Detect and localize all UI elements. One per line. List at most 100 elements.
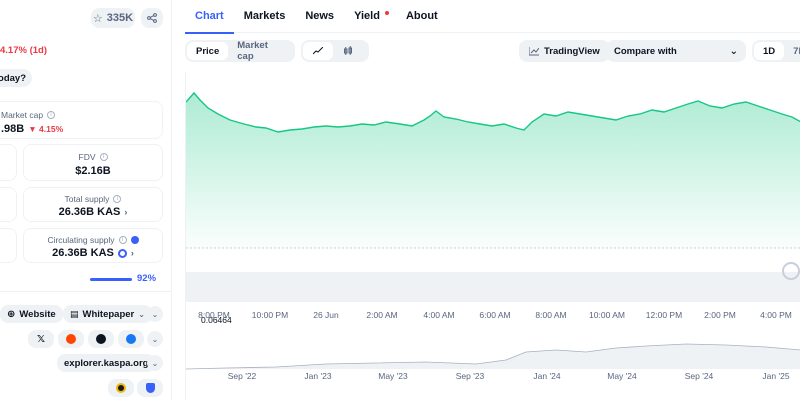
overview-tick-label: May '23 — [378, 371, 408, 381]
price-mode-button[interactable]: Price — [187, 42, 229, 60]
circulating-supply-label: Circulating supply — [47, 235, 115, 245]
range-7d-button[interactable]: 7D — [793, 45, 800, 57]
overview-tick-label: Sep '23 — [455, 371, 485, 381]
info-icon[interactable]: i — [118, 236, 127, 244]
share-icon — [147, 13, 157, 23]
market-cap-card: Market cap i .98B ▼ 4.15% — [0, 101, 163, 139]
divider — [0, 291, 171, 292]
info-icon[interactable]: i — [47, 111, 56, 119]
volume-bars — [186, 272, 800, 302]
chevron-down-icon: ⌄ — [729, 45, 738, 57]
time-range-toggle: 1D 7D — [752, 40, 800, 62]
cmc-watermark-icon — [782, 262, 800, 280]
tab-chart[interactable]: Chart — [185, 0, 234, 34]
wallet-icon — [116, 383, 126, 393]
tradingview-label: TradingView — [544, 45, 600, 57]
reference-price-label: 0.06464 — [201, 315, 232, 325]
whitepaper-label: Whitepaper — [82, 308, 135, 320]
website-link[interactable]: ⊕ Website — [0, 305, 63, 323]
overview-tick-label: Sep '22 — [227, 371, 257, 381]
candlestick-icon — [344, 46, 352, 55]
x-icon: 𝕏 — [36, 333, 46, 345]
market-cap-change: ▼ 4.15% — [28, 124, 64, 134]
verified-icon — [130, 236, 139, 244]
supply-ring-icon — [117, 248, 127, 258]
globe-icon: ⊕ — [7, 308, 16, 320]
watchlist-count: 335K — [106, 12, 134, 24]
facebook-social-button[interactable] — [118, 330, 144, 348]
x-tick-label: 8:00 PM — [198, 310, 230, 320]
volume-mcap-card — [0, 228, 17, 263]
supply-progress-percent: 92% — [137, 273, 157, 284]
fdv-label: FDV — [78, 152, 96, 162]
volume-card — [0, 144, 17, 181]
compare-with-select[interactable]: Compare with ⌄ — [606, 40, 746, 62]
overview-tick-label: Sep '24 — [684, 371, 714, 381]
coin-sidebar: ☆ 335K 4.17% (1d) today? Market cap i .9… — [0, 0, 172, 400]
price-chart-svg — [185, 91, 800, 370]
new-badge-dot — [384, 11, 389, 15]
share-button[interactable] — [141, 8, 163, 28]
max-supply-card — [0, 187, 17, 222]
x-tick-label: 12:00 PM — [645, 310, 683, 320]
chart-style-toggle — [301, 40, 369, 62]
line-chart-button[interactable] — [303, 42, 333, 60]
more-explorers-button[interactable]: ⌄ — [147, 355, 163, 371]
chart-mode-toggle: Price Market cap — [185, 40, 295, 62]
overview-tick-label: May '24 — [607, 371, 637, 381]
github-icon — [96, 334, 106, 344]
x-tick-label: 2:00 AM — [366, 310, 398, 320]
overview-line — [185, 343, 800, 370]
star-icon: ☆ — [92, 12, 103, 25]
market-cap-mode-button[interactable]: Market cap — [237, 40, 268, 62]
fdv-value: $2.16B — [75, 165, 111, 177]
fdv-card: FDV i $2.16B — [23, 144, 163, 181]
line-chart-icon — [313, 47, 323, 55]
market-cap-value: .98B — [1, 123, 25, 135]
more-social-button[interactable]: ⌄ — [147, 331, 163, 347]
tab-yield[interactable]: Yield — [344, 0, 396, 33]
tab-markets[interactable]: Markets — [243, 10, 286, 22]
total-supply-card[interactable]: Total supply i 26.36B KAS › — [23, 187, 163, 222]
tab-news[interactable]: News — [305, 10, 335, 22]
total-supply-label: Total supply — [64, 194, 110, 204]
price-area — [186, 93, 800, 248]
sentiment-prompt[interactable]: today? — [0, 69, 32, 87]
facebook-icon — [126, 334, 136, 344]
x-tick-label: 10:00 PM — [251, 310, 289, 320]
price-change-1d: 4.17% (1d) — [0, 45, 47, 56]
chevron-down-icon: ⌄ — [138, 309, 145, 319]
overview-tick-label: Jan '24 — [533, 371, 561, 381]
wallet-button-2[interactable] — [137, 379, 163, 397]
reddit-social-button[interactable] — [58, 330, 84, 348]
chart-icon — [529, 46, 539, 55]
x-tick-label: 26 Jun — [313, 310, 339, 320]
x-tick-label: 2:00 PM — [704, 310, 736, 320]
document-icon: ▤ — [70, 308, 79, 319]
overview-area — [186, 344, 800, 369]
watchlist-button[interactable]: ☆ 335K — [91, 8, 135, 28]
info-icon[interactable]: i — [99, 153, 108, 161]
supply-progress-bar — [90, 278, 132, 281]
wallet-button-1[interactable] — [108, 379, 134, 397]
candlestick-button[interactable] — [333, 42, 363, 60]
range-1d-button[interactable]: 1D — [754, 42, 785, 60]
circulating-supply-value: 26.36B KAS — [52, 247, 114, 259]
x-tick-label: 8:00 AM — [535, 310, 567, 320]
github-social-button[interactable] — [88, 330, 114, 348]
reddit-icon — [66, 334, 76, 344]
total-supply-value: 26.36B KAS — [58, 206, 121, 218]
x-social-button[interactable]: 𝕏 — [28, 330, 54, 348]
info-icon[interactable]: i — [113, 195, 122, 203]
tab-bar: Chart Markets News Yield About — [185, 0, 800, 34]
explorer-link[interactable]: explorer.kaspa.org — [57, 354, 156, 372]
circulating-supply-card[interactable]: Circulating supply i 26.36B KAS › — [23, 228, 163, 263]
tradingview-button[interactable]: TradingView — [519, 40, 610, 62]
chevron-right-icon: › — [124, 207, 128, 217]
more-links-button[interactable]: ⌄ — [147, 306, 163, 322]
tab-about[interactable]: About — [405, 10, 438, 22]
x-tick-label: 10:00 AM — [589, 310, 625, 320]
x-tick-label: 4:00 AM — [423, 310, 455, 320]
whitepaper-link[interactable]: ▤ Whitepaper ⌄ — [63, 305, 152, 323]
price-chart[interactable]: 0.06464 8:00 PM 10:00 PM 26 Jun 2:00 AM … — [185, 72, 800, 400]
